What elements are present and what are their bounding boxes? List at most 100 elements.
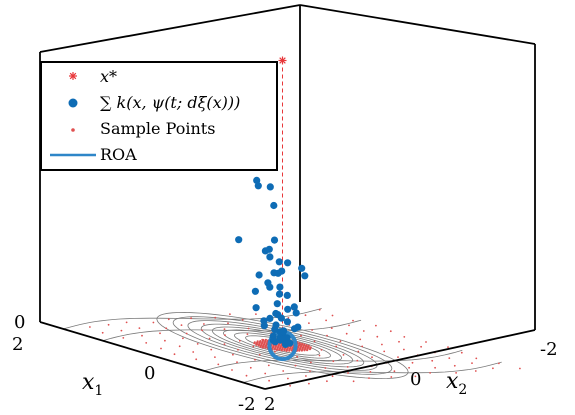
legend-label-kernel-sum: ∑ k(x, ψ(t; dξ(x))) xyxy=(100,93,241,112)
kernel-point-1 xyxy=(266,183,274,191)
streamline-6 xyxy=(172,316,393,375)
sample-point-137 xyxy=(214,316,217,319)
sample-point-4 xyxy=(429,372,431,374)
legend-asterisk xyxy=(69,72,77,80)
sample-point-84 xyxy=(389,330,392,333)
legend-item-roa: ROA xyxy=(42,143,278,167)
sample-point-58 xyxy=(236,361,238,364)
floor-edge-right xyxy=(264,329,536,390)
kernel-point-14 xyxy=(278,267,286,275)
sample-point-74 xyxy=(359,338,362,341)
sample-point-105 xyxy=(182,337,184,340)
kernel-point-17 xyxy=(266,283,274,291)
sample-point-36 xyxy=(460,351,463,354)
kernel-point-51 xyxy=(281,340,290,348)
sample-point-91 xyxy=(238,339,241,342)
sample-point-7 xyxy=(368,377,370,379)
sample-point-32 xyxy=(309,370,311,373)
sample-point-83 xyxy=(173,353,176,356)
legend-item-samples: Sample Points xyxy=(42,117,278,141)
sample-point-92 xyxy=(223,343,226,345)
kernel-point-18 xyxy=(276,283,284,291)
x2-tick-2: 2 xyxy=(264,394,275,415)
sample-point-49 xyxy=(420,345,422,348)
sample-point-64 xyxy=(335,345,338,348)
x1-axis-label: x1 xyxy=(82,370,103,399)
sample-point-50 xyxy=(403,348,405,351)
streamline-7 xyxy=(156,311,409,380)
sample-point-108 xyxy=(352,319,354,322)
sample-point-48 xyxy=(447,346,449,348)
sample-point-115 xyxy=(201,329,204,332)
equilibrium-point xyxy=(278,56,287,65)
sample-point-139 xyxy=(167,318,170,321)
sample-point-124 xyxy=(241,319,244,321)
sample-point-19 xyxy=(347,372,349,374)
sample-point-358 xyxy=(259,340,262,343)
sample-point-62 xyxy=(381,343,383,346)
sample-point-267 xyxy=(298,342,301,345)
sample-point-110 xyxy=(308,322,310,324)
kernel-point-37 xyxy=(260,322,268,330)
legend-label-equilibrium: x* xyxy=(100,67,118,86)
small-dot-marker-icon xyxy=(71,128,75,132)
kernel-point-24 xyxy=(273,300,281,308)
sample-point-102 xyxy=(246,333,249,335)
sample-point-14 xyxy=(453,364,456,367)
sample-point-22 xyxy=(287,377,289,380)
legend-label-samples: Sample Points xyxy=(100,119,216,138)
kernel-point-20 xyxy=(301,272,309,280)
sample-point-88 xyxy=(300,334,302,337)
kernel-point-28 xyxy=(292,309,300,317)
sample-point-143 xyxy=(89,326,91,328)
kernel-point-4 xyxy=(254,182,262,190)
sample-point-127 xyxy=(180,324,183,326)
sample-point-80 xyxy=(237,348,239,351)
sample-point-13 xyxy=(471,362,473,364)
sample-point-45 xyxy=(267,364,270,367)
legend-item-equilibrium: x* xyxy=(42,65,278,89)
x2-tick-0: 0 xyxy=(410,369,421,390)
asterisk-marker-icon xyxy=(69,72,77,80)
sample-point-63 xyxy=(361,345,364,348)
x1-tick-2: 2 xyxy=(12,334,23,355)
sample-point-106 xyxy=(164,339,166,342)
legend-label-roa: ROA xyxy=(100,145,137,164)
sample-point-93 xyxy=(196,343,199,345)
sample-point-82 xyxy=(192,351,195,353)
sample-point-10 xyxy=(308,382,310,385)
sample-point-0 xyxy=(519,367,521,370)
kernel-point-21 xyxy=(251,287,259,295)
sample-point-65 xyxy=(320,349,323,351)
sample-point-57 xyxy=(254,358,256,361)
sample-point-87 xyxy=(326,334,328,337)
sample-point-33 xyxy=(282,370,285,372)
sample-point-120 xyxy=(331,314,334,317)
sample-point-95 xyxy=(160,347,162,350)
sample-point-128 xyxy=(165,327,168,330)
sample-point-68 xyxy=(258,353,261,356)
sample-point-71 xyxy=(195,358,198,361)
sample-point-51 xyxy=(383,350,386,353)
sample-point-6 xyxy=(390,376,393,378)
equilibrium-marker xyxy=(278,56,287,65)
sample-point-201 xyxy=(307,344,310,347)
sample-point-130 xyxy=(120,329,123,332)
sample-point-52 xyxy=(357,350,360,353)
kernel-point-3 xyxy=(270,201,278,210)
sample-point-119 xyxy=(122,337,125,339)
sample-point-34 xyxy=(264,372,267,375)
sample-point-351 xyxy=(253,341,256,344)
kernel-point-11 xyxy=(275,258,283,266)
x2-axis-label: x2 xyxy=(446,369,467,398)
sample-point-20 xyxy=(331,375,334,378)
kernel-point-15 xyxy=(265,245,273,253)
sample-point-59 xyxy=(217,363,220,366)
sample-point-107 xyxy=(145,342,148,344)
sample-point-140 xyxy=(152,321,155,324)
kernel-point-7 xyxy=(284,259,292,267)
sample-point-104 xyxy=(208,337,211,340)
sample-point-54 xyxy=(318,354,321,357)
sample-point-126 xyxy=(203,323,205,325)
kernel-point-10 xyxy=(298,264,306,272)
